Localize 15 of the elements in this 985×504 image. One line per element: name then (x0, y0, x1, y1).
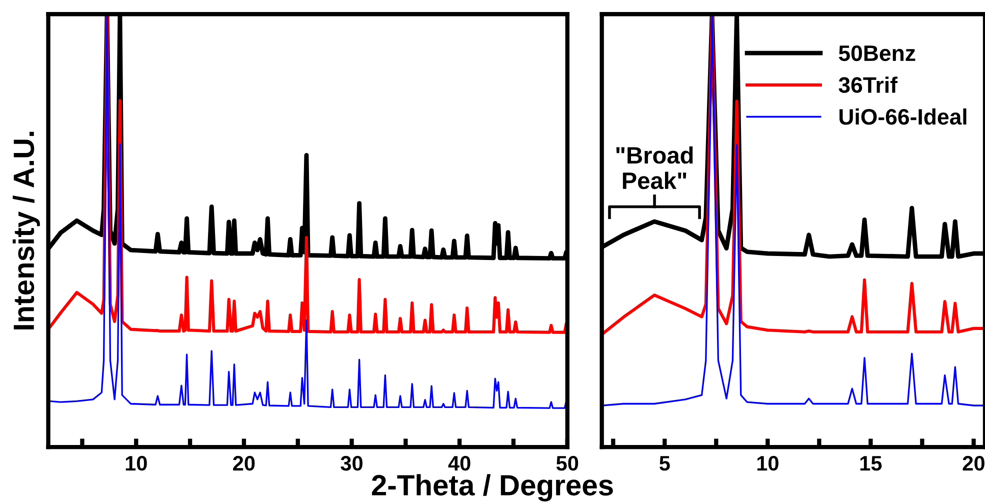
x-tick-label: 40 (448, 456, 470, 471)
annotation: "Broad Peak" (616, 146, 693, 190)
x-tick-label: 10 (757, 456, 778, 471)
x-tick-label: 20 (962, 456, 984, 471)
x-tick-label: 50 (556, 456, 578, 471)
x-tick-label: 10 (126, 456, 147, 471)
x-axis-title: 2-Theta / Degrees (372, 474, 613, 502)
x-tick-label: 5 (660, 456, 670, 471)
y-axis-title: Intensity / A.U. (12, 132, 40, 330)
x-tick-label: 20 (233, 456, 255, 471)
legend-label: UiO-66-Ideal (840, 108, 966, 125)
legend-label: 36Trif (838, 76, 898, 93)
legend-label: 50Benz (838, 45, 916, 62)
x-tick-label: 15 (860, 456, 882, 471)
x-tick-label: 30 (340, 456, 362, 471)
